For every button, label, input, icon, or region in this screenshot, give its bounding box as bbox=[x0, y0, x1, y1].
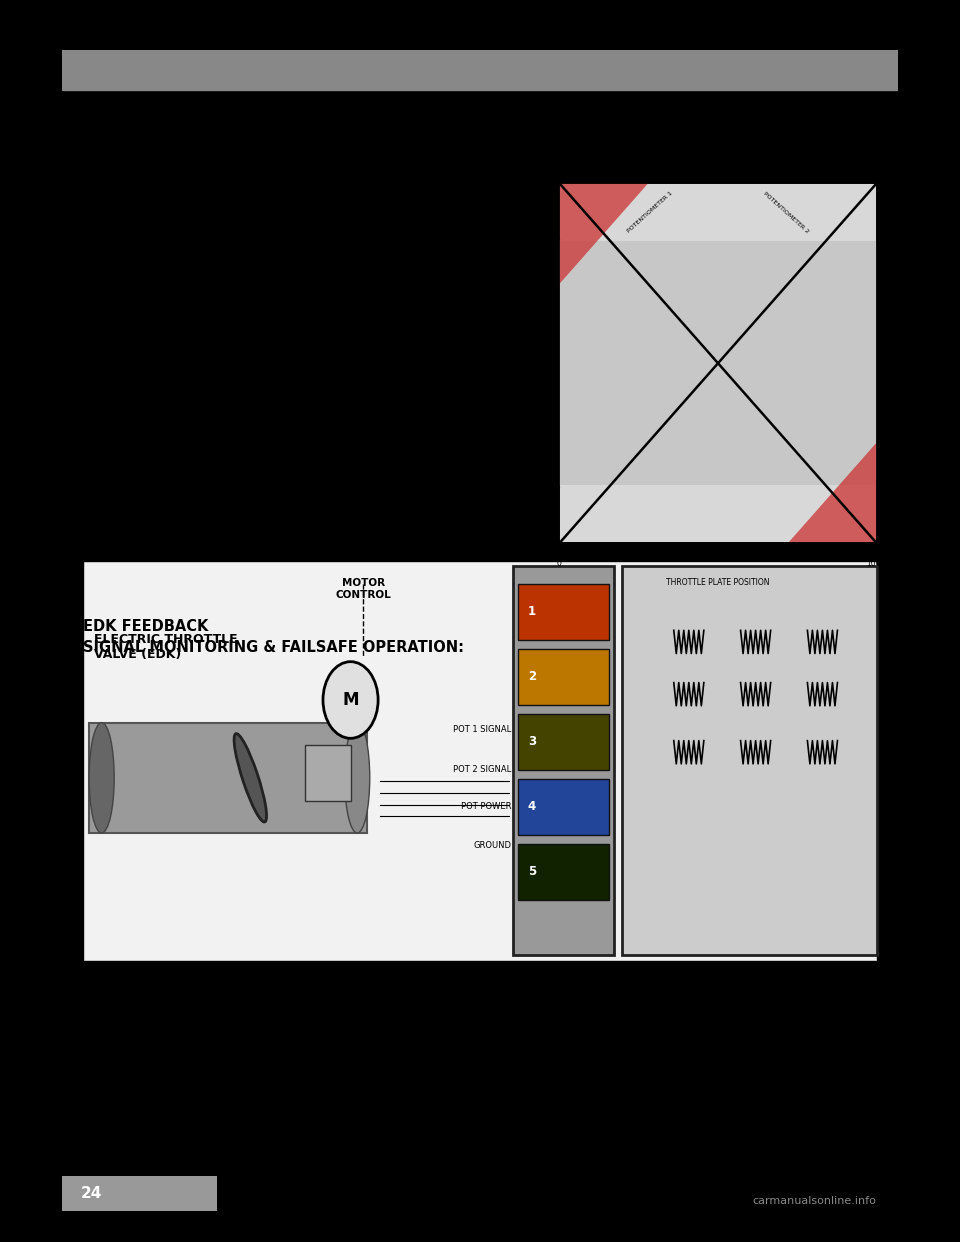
Text: 0V: 0V bbox=[544, 539, 554, 548]
Bar bbox=[89, 723, 368, 833]
Text: EDK FEEDBACK: EDK FEEDBACK bbox=[84, 619, 208, 633]
Text: M: M bbox=[343, 691, 359, 709]
Polygon shape bbox=[560, 184, 648, 284]
Bar bbox=[518, 845, 609, 899]
Text: 24: 24 bbox=[81, 1186, 102, 1201]
Text: If ME 7.2 cannot calculate a plausible conclusion from the monitored pots (1 or : If ME 7.2 cannot calculate a plausible c… bbox=[140, 1081, 743, 1138]
Text: 3: 3 bbox=[528, 735, 536, 748]
Text: POTENTIOMETER 2: POTENTIOMETER 2 bbox=[762, 190, 810, 233]
Text: POTENTIOMETER 1: POTENTIOMETER 1 bbox=[626, 191, 673, 233]
Bar bbox=[622, 566, 876, 955]
Ellipse shape bbox=[345, 723, 370, 833]
Bar bbox=[62, 1176, 217, 1211]
Text: The EDK throttle plate position is monitored by two integrated potentiometers. T: The EDK throttle plate position is monit… bbox=[84, 130, 747, 188]
Ellipse shape bbox=[234, 734, 267, 822]
Text: THROTTLE PLATE POSITION: THROTTLE PLATE POSITION bbox=[666, 578, 770, 587]
Text: EDK THROTTLE POSITION FEEDBACK SIGNALS: EDK THROTTLE POSITION FEEDBACK SIGNALS bbox=[84, 106, 546, 123]
Polygon shape bbox=[560, 241, 876, 486]
Text: POT 2 SIGNAL: POT 2 SIGNAL bbox=[453, 765, 512, 774]
Ellipse shape bbox=[89, 723, 114, 833]
Bar bbox=[62, 50, 898, 91]
Text: -: - bbox=[127, 1081, 132, 1095]
Bar bbox=[518, 714, 609, 770]
Text: The EDK is continuously monitored during all phases of engine operation.  It is : The EDK is continuously monitored during… bbox=[115, 1141, 753, 1220]
Text: 4.5V: 4.5V bbox=[537, 235, 554, 243]
Text: 0: 0 bbox=[557, 559, 562, 569]
Text: POT 1 SIGNAL: POT 1 SIGNAL bbox=[453, 724, 512, 734]
Bar bbox=[560, 184, 876, 543]
Text: •: • bbox=[93, 1141, 104, 1159]
Text: 5: 5 bbox=[528, 866, 536, 878]
Text: -: - bbox=[127, 1035, 132, 1048]
Text: Potentiometer signal 1 is the primary signal, Potentiometer sig-
nal 2 is used a: Potentiometer signal 1 is the primary si… bbox=[84, 191, 550, 248]
Bar bbox=[518, 584, 609, 640]
Text: 4: 4 bbox=[528, 800, 536, 814]
Text: carmanualsonline.info: carmanualsonline.info bbox=[753, 1196, 876, 1206]
Bar bbox=[518, 779, 609, 835]
Bar bbox=[304, 745, 350, 801]
Text: 5V: 5V bbox=[544, 179, 554, 188]
Circle shape bbox=[323, 662, 378, 738]
Text: ELECTRIC THROTTLE
VALVE (EDK): ELECTRIC THROTTLE VALVE (EDK) bbox=[94, 632, 238, 661]
Text: GROUND: GROUND bbox=[473, 841, 512, 850]
Text: •: • bbox=[93, 979, 104, 996]
Bar bbox=[518, 648, 609, 704]
Text: SIGNAL MONITORING & FAILSAFE OPERATION:: SIGNAL MONITORING & FAILSAFE OPERATION: bbox=[84, 640, 465, 655]
Text: 2: 2 bbox=[528, 671, 536, 683]
Text: MOTOR
CONTROL: MOTOR CONTROL bbox=[335, 578, 391, 600]
Bar bbox=[84, 560, 876, 961]
Text: 1: 1 bbox=[528, 605, 536, 619]
Text: If plausibility errors are detected between Pot 1 and Pot 2, ME 7.2 will calcula: If plausibility errors are detected betw… bbox=[115, 979, 774, 1036]
Text: SIGNAL VOLTAGE WITHIN THE
RED ZONES NOT PLAUSIBLE: SIGNAL VOLTAGE WITHIN THE RED ZONES NOT … bbox=[669, 165, 767, 179]
Bar bbox=[514, 566, 613, 955]
Polygon shape bbox=[788, 442, 876, 543]
Text: POT POWER: POT POWER bbox=[461, 802, 512, 811]
Bar bbox=[560, 184, 876, 543]
Text: 100%: 100% bbox=[866, 559, 888, 569]
Text: The ME 7.2 uses the air mass signalling as a “virtual potentiometer” (pot 3) for: The ME 7.2 uses the air mass signalling … bbox=[140, 1035, 735, 1071]
Text: 0.5V: 0.5V bbox=[537, 483, 554, 492]
